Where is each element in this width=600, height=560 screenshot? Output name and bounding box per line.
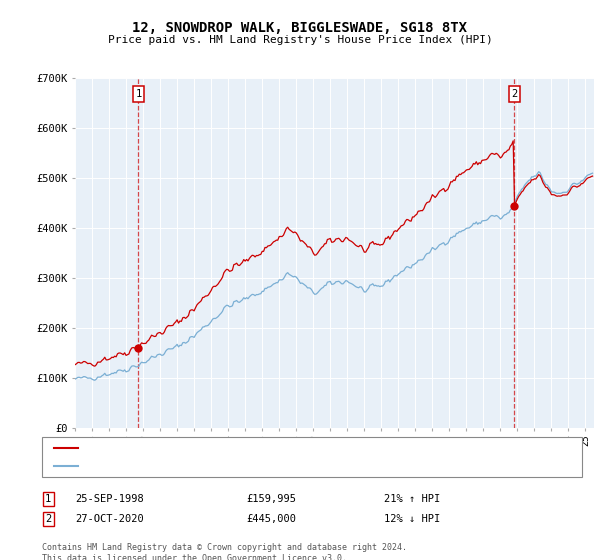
Text: 27-OCT-2020: 27-OCT-2020 [75, 514, 144, 524]
Text: 2: 2 [45, 514, 51, 524]
Text: 21% ↑ HPI: 21% ↑ HPI [384, 494, 440, 504]
Text: HPI: Average price, detached house, Central Bedfordshire: HPI: Average price, detached house, Cent… [83, 461, 405, 470]
Text: 12, SNOWDROP WALK, BIGGLESWADE, SG18 8TX (detached house): 12, SNOWDROP WALK, BIGGLESWADE, SG18 8TX… [83, 444, 410, 452]
Text: 25-SEP-1998: 25-SEP-1998 [75, 494, 144, 504]
Text: £159,995: £159,995 [246, 494, 296, 504]
Text: 12, SNOWDROP WALK, BIGGLESWADE, SG18 8TX: 12, SNOWDROP WALK, BIGGLESWADE, SG18 8TX [133, 21, 467, 35]
Text: Contains HM Land Registry data © Crown copyright and database right 2024.
This d: Contains HM Land Registry data © Crown c… [42, 543, 407, 560]
Text: Price paid vs. HM Land Registry's House Price Index (HPI): Price paid vs. HM Land Registry's House … [107, 35, 493, 45]
Text: 2: 2 [511, 89, 517, 99]
Text: 12% ↓ HPI: 12% ↓ HPI [384, 514, 440, 524]
Text: 1: 1 [45, 494, 51, 504]
Text: 1: 1 [136, 89, 142, 99]
Text: £445,000: £445,000 [246, 514, 296, 524]
